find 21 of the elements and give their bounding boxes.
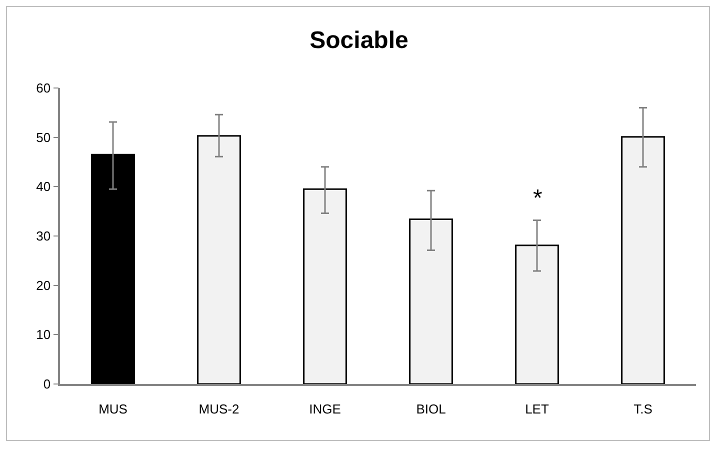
bar (91, 154, 135, 384)
x-tick-label: MUS (98, 401, 128, 416)
x-tick-label: LET (525, 401, 549, 416)
y-tick-label: 10 (36, 327, 51, 342)
bar (409, 218, 453, 384)
x-tick-label: T.S (634, 401, 653, 416)
x-tick-label: BIOL (416, 401, 446, 416)
bar (515, 244, 559, 384)
y-tick-label: 60 (36, 80, 51, 96)
x-tick-label: INGE (309, 401, 342, 416)
bar (621, 136, 665, 384)
bar (303, 188, 347, 384)
annotation: * (533, 185, 542, 212)
y-tick-label: 0 (43, 376, 51, 392)
y-tick-label: 40 (36, 179, 51, 194)
y-tick-label: 50 (36, 130, 51, 145)
bar (197, 135, 241, 384)
chart-title: Sociable (310, 27, 408, 54)
y-tick-label: 20 (36, 278, 51, 293)
y-tick-label: 30 (36, 228, 51, 244)
x-tick-label: MUS-2 (198, 401, 240, 416)
